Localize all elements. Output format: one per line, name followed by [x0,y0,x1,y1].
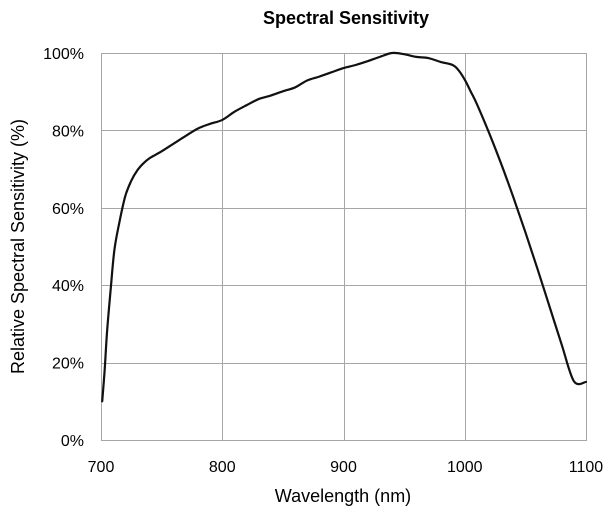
tick-labels: 700 800 900 1000 1100 0% 20% 40% 60% 80% 100% [43,46,603,476]
y-tick-label: 0% [61,433,84,450]
x-tick-label: 900 [330,459,357,476]
x-tick-label: 1100 [569,459,604,476]
y-tick-label: 100% [43,46,84,63]
plot-area-frame [101,53,587,441]
y-tick-label: 40% [52,278,84,295]
x-axis-label: Wavelength (nm) [275,486,411,506]
y-axis-label: Relative Spectral Sensitivity (%) [8,119,28,374]
sensitivity-curve [101,51,588,403]
gridlines [101,53,587,441]
y-tick-label: 20% [52,356,84,373]
x-tick-label: 1000 [447,459,483,476]
y-tick-label: 60% [52,201,84,218]
chart-title: Spectral Sensitivity [263,8,429,28]
y-tick-label: 80% [52,123,84,140]
x-tick-label: 800 [209,459,236,476]
x-tick-label: 700 [88,459,115,476]
